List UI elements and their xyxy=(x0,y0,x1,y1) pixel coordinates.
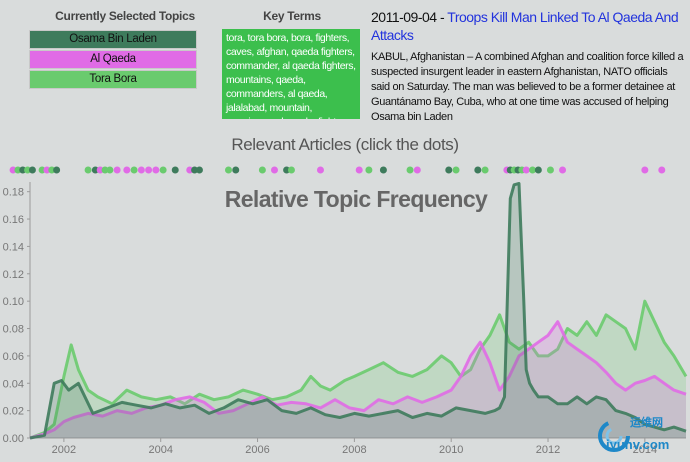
article-date: 2011-09-04 xyxy=(371,9,437,25)
article-dot[interactable] xyxy=(232,166,240,174)
article-dot[interactable] xyxy=(287,166,295,174)
x-tick-label: 2014 xyxy=(633,444,657,456)
y-tick-label: 0.10 xyxy=(3,296,24,308)
article-panel: 2011-09-04 - Troops Kill Man Linked To A… xyxy=(371,8,687,125)
selected-topics-title: Currently Selected Topics xyxy=(55,9,195,23)
y-tick-label: 0.08 xyxy=(3,324,24,336)
article-dot[interactable] xyxy=(28,166,36,174)
article-dot[interactable] xyxy=(270,166,278,174)
topic-osama-bin-laden[interactable]: Osama Bin Laden xyxy=(29,30,197,49)
article-dot[interactable] xyxy=(9,166,17,174)
article-dot[interactable] xyxy=(365,166,373,174)
watermark-swirl-icon xyxy=(598,420,630,452)
article-dot[interactable] xyxy=(522,166,530,174)
article-dot[interactable] xyxy=(658,166,666,174)
article-dot[interactable] xyxy=(96,166,104,174)
article-dot[interactable] xyxy=(43,166,51,174)
series-line-2 xyxy=(29,299,688,440)
article-dot[interactable] xyxy=(546,166,554,174)
series-area-0 xyxy=(30,183,686,438)
article-dot[interactable] xyxy=(14,166,22,174)
article-dot[interactable] xyxy=(84,166,92,174)
topic-tora-bora[interactable]: Tora Bora xyxy=(29,70,197,89)
watermark-text: 运维网 xyxy=(630,417,663,429)
article-dot[interactable] xyxy=(195,166,203,174)
article-dot[interactable] xyxy=(283,166,291,174)
y-tick-label: 0.12 xyxy=(3,269,24,281)
article-dot[interactable] xyxy=(474,166,482,174)
x-tick-label: 2004 xyxy=(148,444,172,456)
x-tick-label: 2008 xyxy=(342,444,366,456)
article-dot[interactable] xyxy=(24,166,32,174)
article-dot[interactable] xyxy=(137,166,145,174)
x-tick-label: 2002 xyxy=(52,444,76,456)
topic-frequency-chart: 0.00 0.02 0.04 0.06 0.08 0.10 0.12 0.14 0.16 0.18… xyxy=(3,182,688,456)
series-line-0 xyxy=(29,182,687,440)
article-heading: 2011-09-04 - Troops Kill Man Linked To A… xyxy=(371,8,687,44)
article-dot[interactable] xyxy=(445,166,453,174)
topic-label: Al Qaeda xyxy=(90,53,136,65)
article-dot[interactable] xyxy=(145,166,153,174)
chart-title: Relative Topic Frequency xyxy=(224,186,488,212)
article-dot[interactable] xyxy=(186,166,194,174)
article-dot[interactable] xyxy=(113,166,121,174)
relevant-articles-title: Relevant Articles (click the dots) xyxy=(231,135,459,154)
article-dot[interactable] xyxy=(481,166,489,174)
article-dot[interactable] xyxy=(316,166,324,174)
article-dot[interactable] xyxy=(152,166,160,174)
article-dot[interactable] xyxy=(191,166,199,174)
article-dot[interactable] xyxy=(379,166,387,174)
watermark-domain: iyunv.com xyxy=(606,437,670,452)
article-dot[interactable] xyxy=(19,166,27,174)
y-tick-label: 0.00 xyxy=(3,433,24,445)
y-tick-label: 0.14 xyxy=(3,241,24,253)
article-dot[interactable] xyxy=(106,166,114,174)
article-dot[interactable] xyxy=(53,166,61,174)
article-body: KABUL, Afghanistan – A combined Afghan a… xyxy=(371,51,684,123)
article-dot[interactable] xyxy=(130,166,138,174)
topic-label: Osama Bin Laden xyxy=(69,33,157,45)
article-dot[interactable] xyxy=(123,166,131,174)
article-dot[interactable] xyxy=(258,166,266,174)
article-headline-link[interactable]: Troops Kill Man Linked To Al Qaeda And A… xyxy=(371,9,679,43)
article-dot[interactable] xyxy=(48,166,56,174)
article-dot[interactable] xyxy=(534,166,542,174)
series-area-1 xyxy=(30,321,686,438)
article-dot[interactable] xyxy=(406,166,414,174)
article-dot[interactable] xyxy=(171,166,179,174)
x-tick-label: 2012 xyxy=(536,444,560,456)
x-tick-label: 2006 xyxy=(245,444,269,456)
topic-al-qaeda[interactable]: Al Qaeda xyxy=(29,50,197,69)
article-dot[interactable] xyxy=(224,166,232,174)
relevant-article-dots xyxy=(9,166,666,174)
y-tick-label: 0.16 xyxy=(3,214,24,226)
y-tick-label: 0.06 xyxy=(3,351,24,363)
article-dot[interactable] xyxy=(641,166,649,174)
article-dot[interactable] xyxy=(159,166,167,174)
article-dot[interactable] xyxy=(559,166,567,174)
article-dot[interactable] xyxy=(355,166,363,174)
selected-topics-list: Osama Bin Laden Al Qaeda Tora Bora xyxy=(29,30,197,90)
topic-label: Tora Bora xyxy=(89,73,137,85)
y-tick-label: 0.02 xyxy=(3,406,24,418)
article-dot[interactable] xyxy=(91,166,99,174)
x-tick-label: 2010 xyxy=(439,444,463,456)
article-dot[interactable] xyxy=(529,166,537,174)
article-dot[interactable] xyxy=(452,166,460,174)
watermark-logo: 运维网 iyunv.com xyxy=(596,412,690,457)
article-dot[interactable] xyxy=(101,166,109,174)
y-tick-label: 0.18 xyxy=(3,187,24,199)
y-tick-label: 0.04 xyxy=(3,378,24,390)
key-terms-box: tora, tora bora, bora, fighters, caves, … xyxy=(222,29,360,119)
article-separator: - xyxy=(436,9,448,25)
article-dot[interactable] xyxy=(38,166,46,174)
article-dot[interactable] xyxy=(413,166,421,174)
key-terms-title: Key Terms xyxy=(263,9,321,23)
